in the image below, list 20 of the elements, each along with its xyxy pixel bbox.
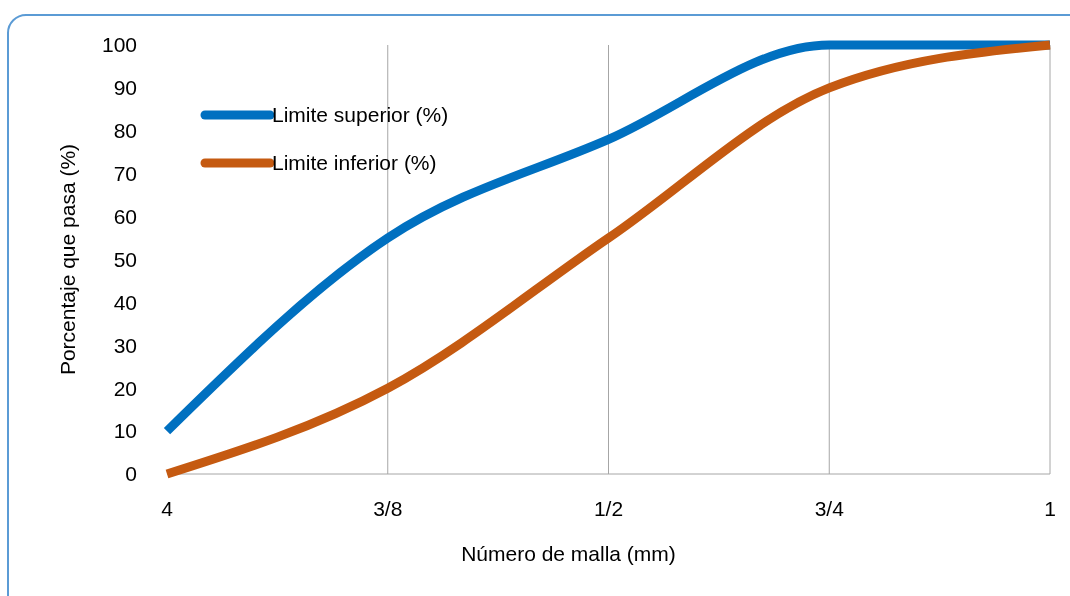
- y-tick-label: 80: [113, 119, 137, 143]
- x-tick-label: 1: [1044, 497, 1056, 520]
- y-tick-label: 50: [113, 247, 137, 271]
- x-tick-label: 3/4: [814, 497, 845, 520]
- legend-label: Limite inferior (%): [272, 151, 437, 175]
- legend-label: Limite superior (%): [272, 103, 449, 127]
- y-tick-label: 10: [113, 419, 137, 443]
- y-tick-label: 70: [113, 162, 137, 186]
- y-tick-label: 0: [125, 462, 137, 486]
- x-tick-label: 4: [161, 497, 174, 520]
- y-tick-label: 100: [101, 33, 137, 57]
- y-axis-title: Porcentaje que pasa (%): [56, 143, 79, 376]
- y-tick-label: 40: [113, 290, 137, 314]
- y-tick-label: 60: [113, 204, 137, 228]
- x-axis-title: Número de malla (mm): [461, 542, 676, 565]
- x-tick-label: 3/8: [373, 497, 403, 520]
- y-tick-label: 30: [113, 333, 137, 357]
- y-tick-label: 20: [113, 376, 137, 400]
- y-tick-label: 90: [113, 76, 137, 100]
- x-tick-label: 1/2: [593, 497, 624, 520]
